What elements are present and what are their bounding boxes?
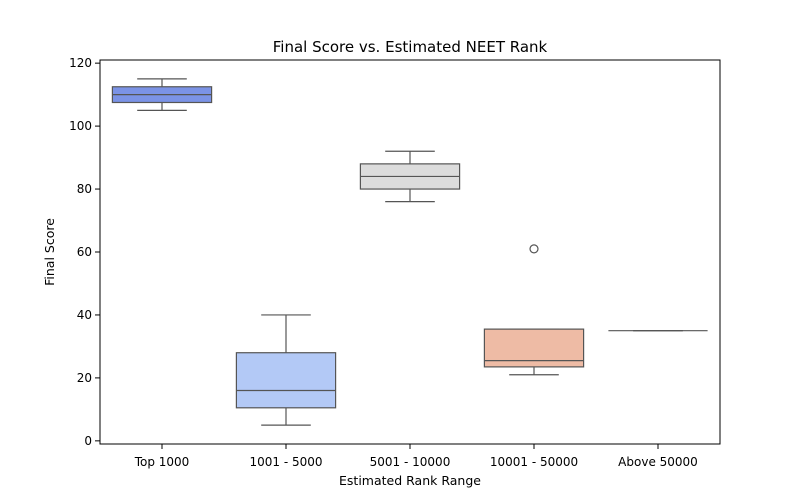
x-tick-label: 5001 - 10000 (370, 455, 451, 469)
box-group (359, 150, 461, 203)
x-tick-label: 1001 - 5000 (249, 455, 322, 469)
x-tick-label: 10001 - 50000 (490, 455, 578, 469)
outlier-point (529, 244, 539, 254)
x-axis-label: Estimated Rank Range (339, 473, 481, 488)
box-group (235, 314, 337, 426)
y-tick-label: 80 (77, 182, 92, 196)
x-tick-label: Above 50000 (618, 455, 698, 469)
x-tick-label: Top 1000 (134, 455, 190, 469)
y-tick-label: 100 (69, 119, 92, 133)
chart-title: Final Score vs. Estimated NEET Rank (273, 38, 548, 56)
box (235, 352, 337, 409)
y-axis: 0 20 40 60 80 100 120 (69, 56, 100, 448)
box-group (483, 244, 585, 376)
y-tick-label: 40 (77, 308, 92, 322)
box (483, 328, 585, 368)
box-group (111, 78, 213, 111)
y-tick-label: 120 (69, 56, 92, 70)
y-axis-label: Final Score (42, 218, 57, 286)
plot-area (111, 78, 708, 426)
y-tick-label: 60 (77, 245, 92, 259)
x-axis: Top 1000 1001 - 5000 5001 - 10000 10001 - 5… (134, 444, 698, 469)
plot-frame (99, 59, 721, 445)
y-tick-label: 20 (77, 371, 92, 385)
y-tick-label: 0 (84, 434, 92, 448)
